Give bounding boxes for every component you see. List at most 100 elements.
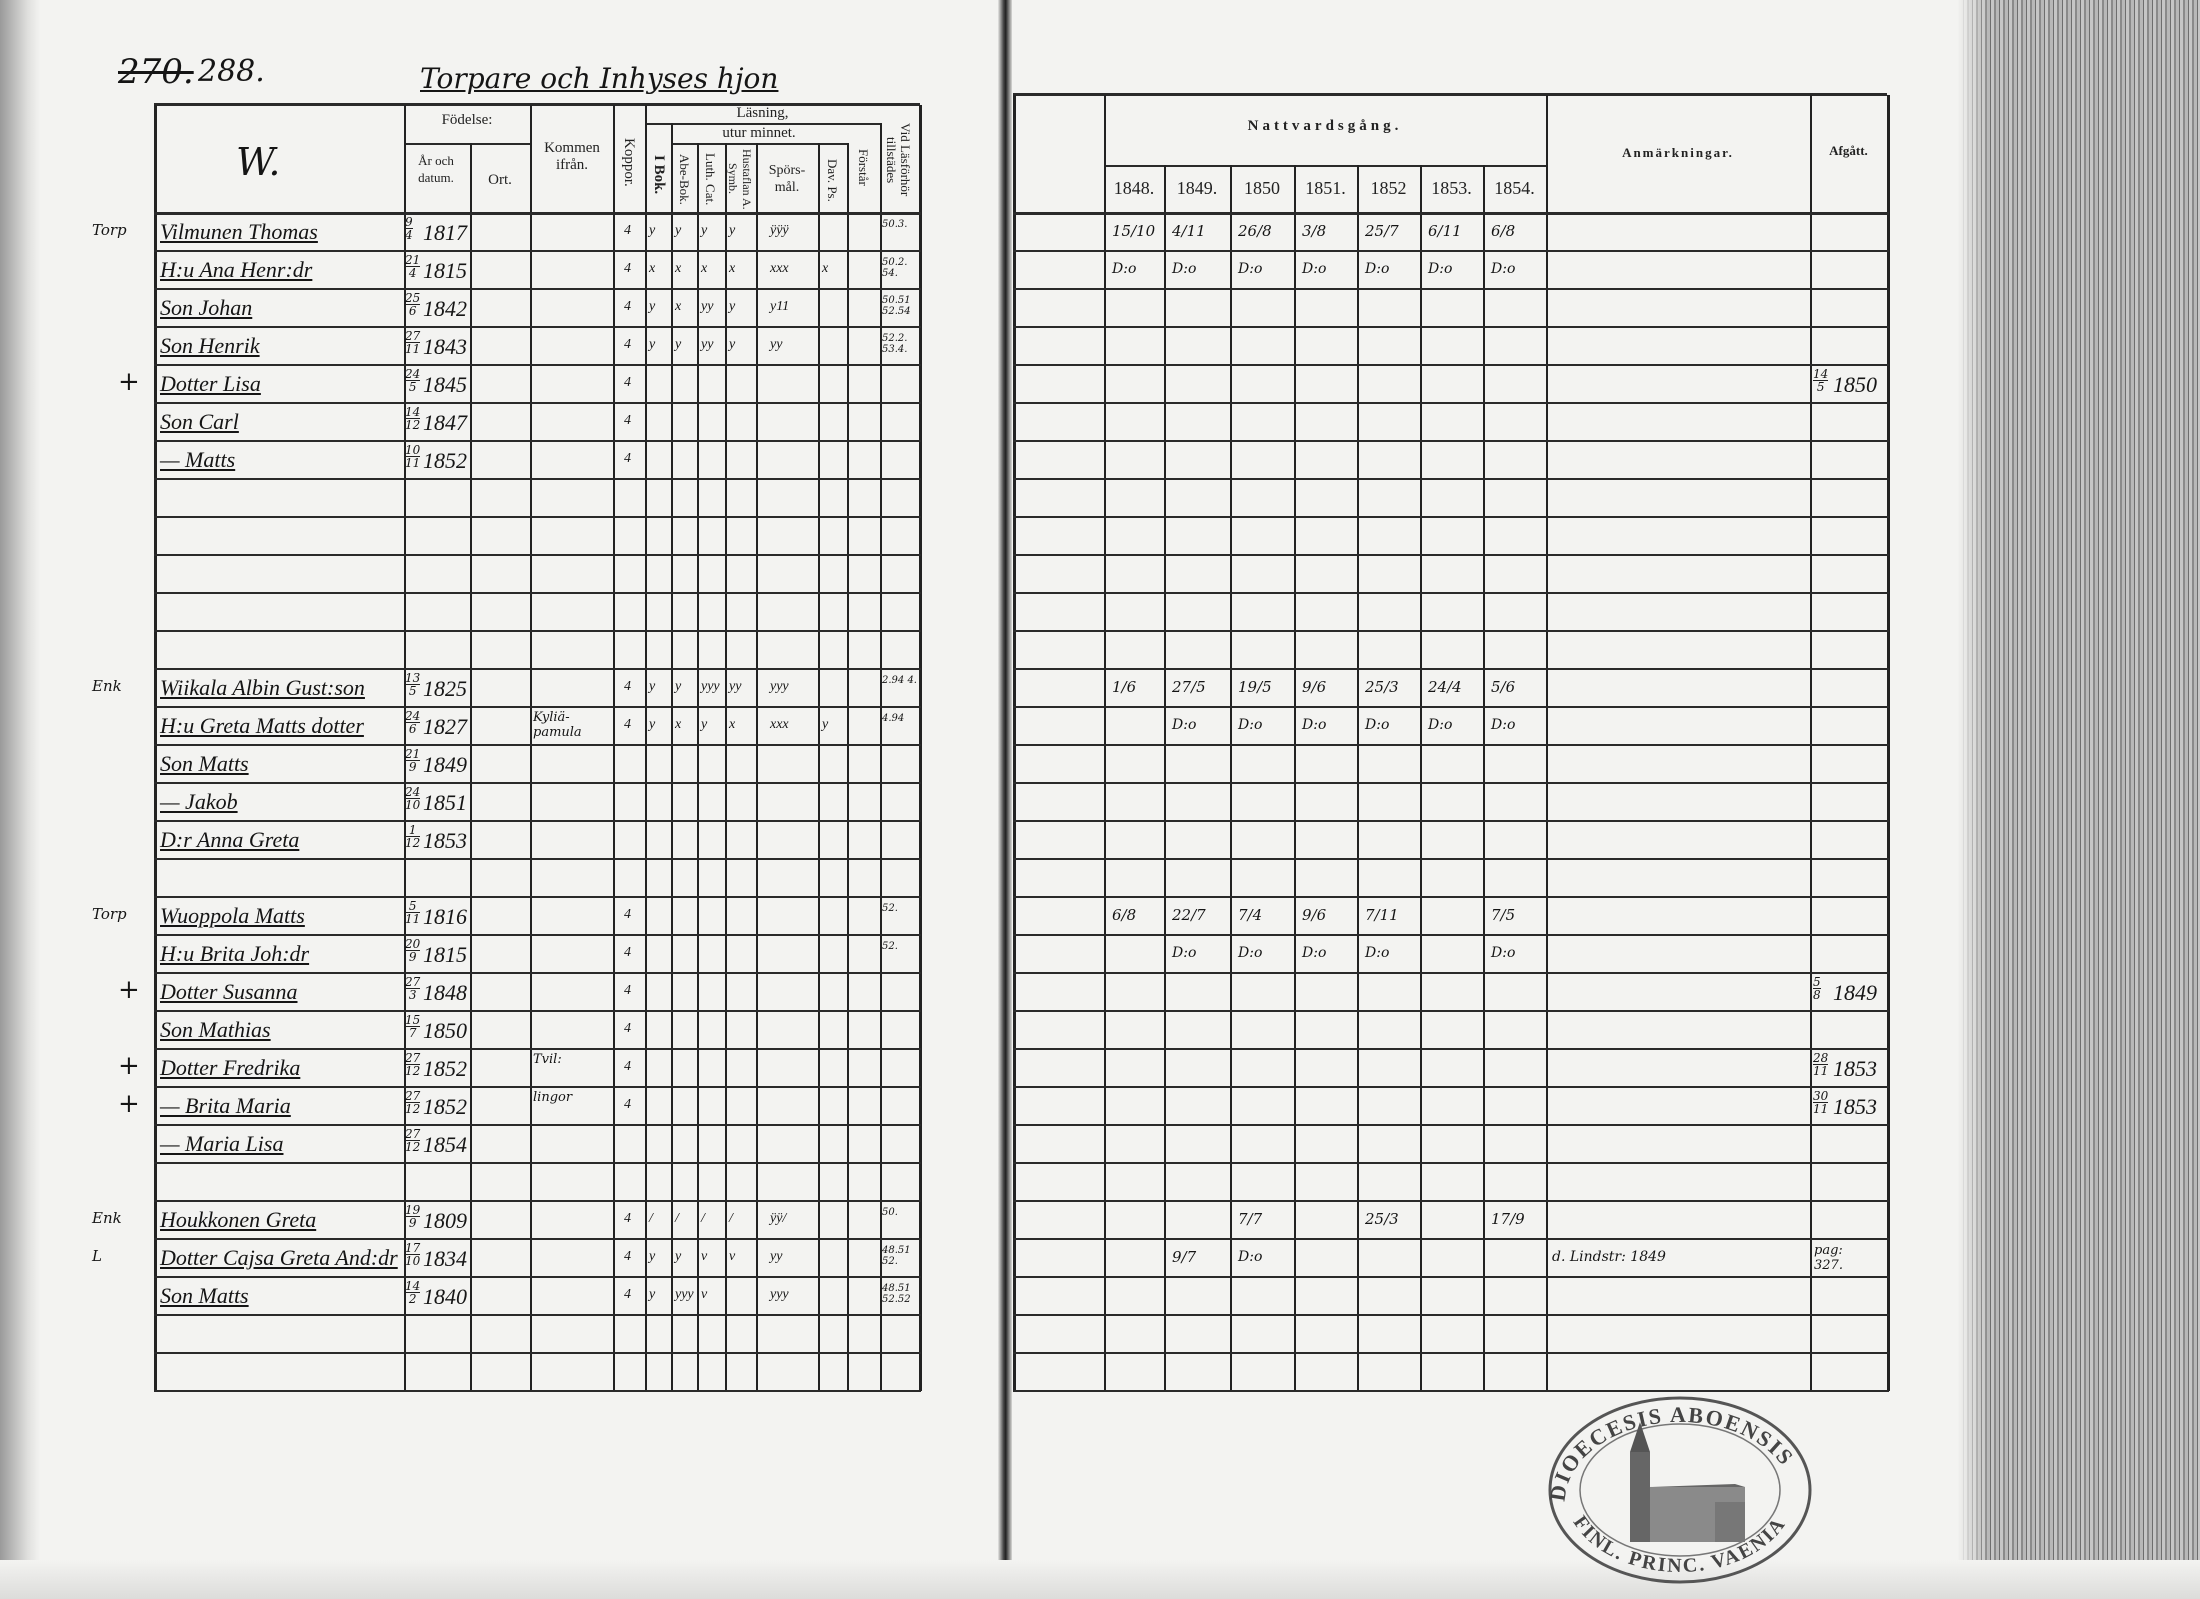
birth-date: 17 10 [405, 1242, 421, 1267]
birth-date: 1 12 [405, 824, 421, 850]
communion-date: 24/4 [1428, 678, 1462, 696]
examination-note: 50.3. [882, 219, 908, 230]
row-rule [1013, 554, 1889, 556]
row-rule [154, 592, 921, 594]
header-year: 1851. [1305, 178, 1346, 198]
row-rule [154, 706, 921, 708]
day: 27 [405, 1051, 421, 1065]
row-rule [1013, 250, 1889, 252]
birth-year: 1852 [423, 1094, 467, 1119]
examination-note: 4.94 [882, 713, 905, 724]
reading-mark: y [675, 1249, 682, 1264]
communion-date: 19/5 [1238, 678, 1272, 696]
row-rule [1013, 896, 1889, 898]
column-divider [530, 105, 532, 1391]
column-divider [818, 143, 820, 1391]
row-rule [154, 744, 921, 746]
row-rule [1013, 1200, 1889, 1202]
row-rule [154, 972, 921, 974]
communion-ditto: D:o [1428, 717, 1453, 733]
header-luth-cat: Luth. Cat. [703, 152, 718, 206]
smallpox-mark: 4 [624, 337, 631, 352]
row-rule [154, 516, 921, 518]
header-fodelse: Födelse: [441, 112, 493, 128]
month: 12 [405, 836, 421, 850]
birth-year: 1815 [423, 258, 467, 283]
day: 21 [405, 747, 421, 761]
examination-note: 52. [882, 903, 898, 914]
reading-mark: v [701, 1287, 708, 1302]
row-rule [1013, 288, 1889, 290]
column-divider [1483, 165, 1485, 1391]
communion-date: 7/4 [1238, 906, 1263, 924]
reading-mark: ÿÿÿ [770, 223, 789, 238]
person-name: — Brita Maria [160, 1093, 291, 1118]
book-edge-right [1958, 0, 2200, 1599]
row-rule [1013, 630, 1889, 632]
day: 24 [405, 785, 421, 799]
birth-date: 27 12 [405, 1128, 421, 1153]
day: 30 [1813, 1089, 1829, 1103]
birth-year: 1852 [423, 1056, 467, 1081]
month: 6 [408, 304, 417, 318]
reading-mark: y [649, 337, 656, 352]
reading-mark: / [701, 1211, 705, 1226]
came-from: Tvil: [533, 1052, 562, 1067]
communion-date: 6/8 [1491, 222, 1516, 240]
reading-mark: v [701, 1249, 708, 1264]
day: 15 [405, 1013, 421, 1027]
margin-note: + [118, 1089, 140, 1119]
birth-date: 24 6 [405, 710, 421, 735]
communion-date: 7/7 [1238, 1210, 1263, 1228]
row-rule [1013, 1048, 1889, 1050]
day: 14 [405, 1279, 421, 1293]
row-rule [1013, 516, 1889, 518]
communion-date: 25/3 [1365, 1210, 1399, 1228]
row-rule [1013, 1314, 1889, 1316]
birth-year: 1825 [423, 676, 467, 701]
person-name: H:u Greta Matts dotter [160, 713, 364, 738]
communion-date: 6/8 [1112, 906, 1137, 924]
departure-date: 28 11 [1813, 1052, 1829, 1078]
birth-year: 1809 [423, 1208, 467, 1233]
person-name: Son Mathias [160, 1017, 271, 1042]
departure-year: 1850 [1833, 372, 1877, 397]
communion-date: 22/7 [1172, 906, 1206, 924]
row-rule [1013, 1010, 1889, 1012]
communion-date: 25/3 [1365, 678, 1399, 696]
header-sporsmal: Spörs-mål. [768, 163, 806, 195]
person-name: Dotter Susanna [160, 979, 298, 1004]
header-dav-ps: Dav. Ps. [825, 158, 840, 202]
row-rule [154, 1124, 921, 1126]
day: 27 [405, 975, 421, 989]
column-divider [1420, 165, 1422, 1391]
smallpox-mark: 4 [624, 679, 631, 694]
birth-year: 1817 [423, 220, 467, 245]
communion-ditto: D:o [1172, 945, 1197, 961]
month: 3 [408, 988, 417, 1002]
church-stamp-icon: DIOECESIS ABOENSIS FINL. PRINC. VAENIA [1545, 1396, 1812, 1584]
row-rule [154, 934, 921, 936]
reading-mark: x [675, 717, 682, 732]
header-year: 1850 [1244, 178, 1280, 198]
birth-year: 1842 [423, 296, 467, 321]
communion-date: 15/10 [1112, 222, 1156, 240]
row-rule [1013, 782, 1889, 784]
came-from: Kyliä- pamula [533, 710, 582, 740]
row-rule [154, 1238, 921, 1240]
book-spine [998, 0, 1012, 1599]
month: 11 [1813, 1064, 1829, 1078]
row-rule [1013, 478, 1889, 480]
row-rule [154, 364, 921, 366]
reading-mark: y [649, 717, 656, 732]
smallpox-mark: 4 [624, 223, 631, 238]
communion-ditto: D:o [1428, 261, 1453, 277]
row-rule [154, 820, 921, 822]
row-rule [154, 326, 921, 328]
communion-ditto: D:o [1238, 717, 1263, 733]
communion-ditto: D:o [1491, 945, 1516, 961]
day: 13 [405, 671, 421, 685]
smallpox-mark: 4 [624, 1211, 631, 1226]
column-divider [1887, 95, 1890, 1391]
